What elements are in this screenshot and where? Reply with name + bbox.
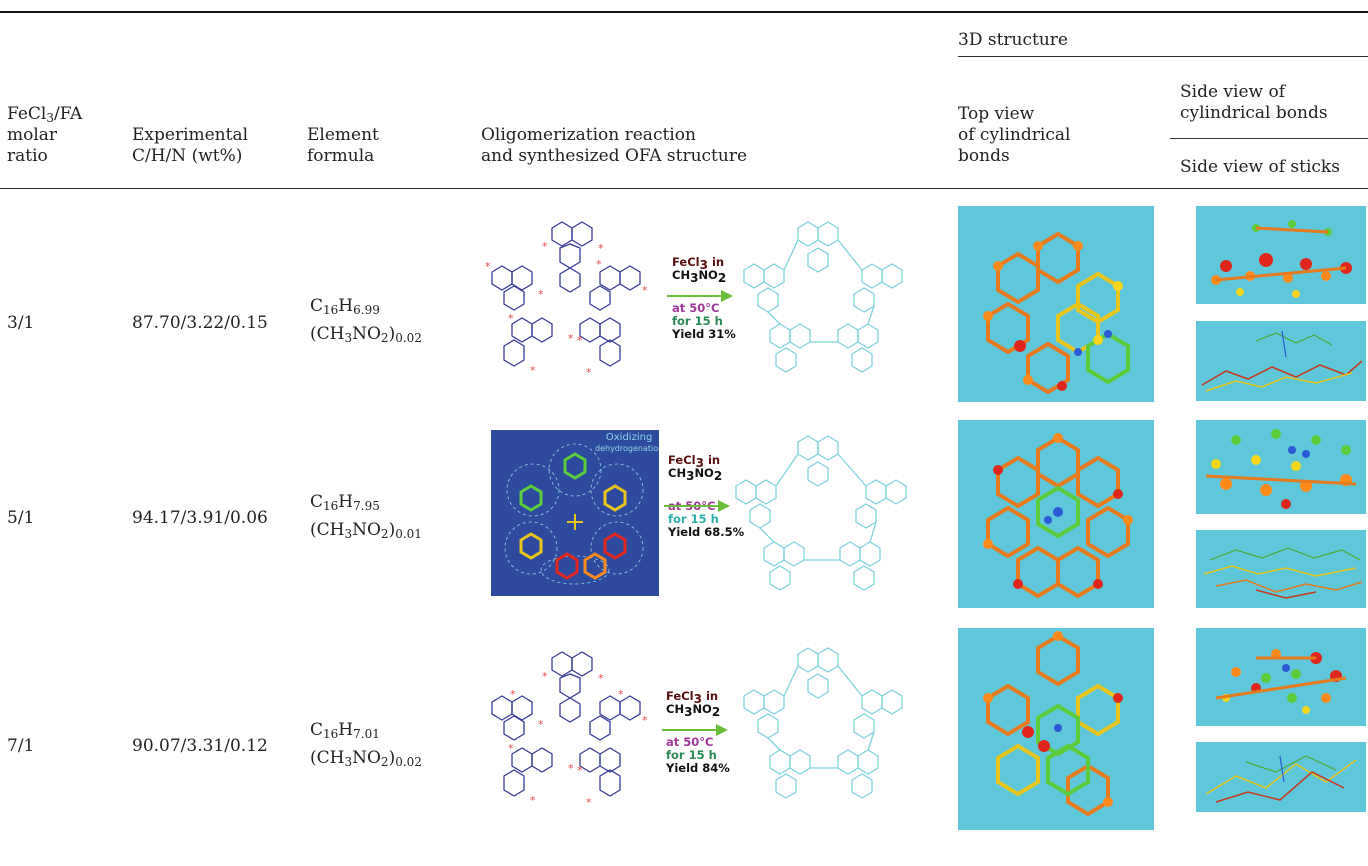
row-1-formula: C16H6.99 (CH3NO2)0.02 [310, 296, 422, 345]
header-experimental: Experimental C/H/N (wt%) [132, 125, 249, 166]
row-1-side-view-cylindrical [1196, 206, 1366, 304]
row-1-product-sketch [743, 221, 903, 373]
svg-text:*: * [542, 240, 548, 253]
svg-text:*: * [530, 794, 536, 807]
row-2-side-view-cylindrical [1196, 420, 1366, 514]
svg-text:*: * [538, 718, 544, 731]
row-1-monomer-sketch: * ** * * *** ** * [485, 221, 648, 379]
svg-text:*: * [577, 764, 583, 777]
row-2-conditions: FeCl3 in CH3NO2 at 50°C for 15 h Yield 6… [668, 453, 745, 539]
svg-text:*: * [568, 762, 574, 775]
row-3-ratio: 7/1 [7, 736, 35, 756]
row-2-inset: Oxidizing dehydrogenation [491, 430, 659, 596]
header-bottom-rule [0, 188, 1368, 189]
row-2-inset-label: Oxidizing dehydrogenation [595, 432, 659, 453]
svg-text:*: * [586, 796, 592, 809]
header-side-view-cylindrical: Side view of cylindrical bonds [1180, 82, 1328, 123]
header-side-view-sticks: Side view of sticks [1180, 157, 1340, 177]
svg-text:*: * [577, 334, 583, 347]
svg-text:*: * [485, 260, 491, 273]
svg-text:*: * [530, 364, 536, 377]
row-2-product-sketch [735, 435, 907, 591]
header-ratio: FeCl3/FA molar ratio [7, 104, 83, 166]
row-2-formula: C16H7.95 (CH3NO2)0.01 [310, 492, 422, 541]
row-1-arrow [667, 290, 733, 302]
svg-text:*: * [568, 332, 574, 345]
svg-text:*: * [598, 672, 604, 685]
svg-text:*: * [642, 284, 648, 297]
row-2-side-view-sticks [1196, 530, 1366, 608]
row-2-arrow [664, 500, 730, 512]
svg-text:*: * [586, 366, 592, 379]
header-top-view: Top view of cylindrical bonds [958, 104, 1071, 166]
row-3-product-sketch [743, 647, 903, 799]
svg-text:*: * [642, 714, 648, 727]
row-2-ratio: 5/1 [7, 508, 35, 528]
header-3d-structure: 3D structure [958, 30, 1068, 50]
svg-text:*: * [538, 288, 544, 301]
row-1-top-view-model [958, 206, 1154, 402]
row-3-top-view-model [958, 628, 1154, 830]
row-1-conditions: FeCl3 in CH3NO2 at 50°C for 15 h Yield 3… [672, 255, 736, 341]
svg-text:*: * [542, 670, 548, 683]
row-2-top-view-model [958, 420, 1154, 608]
svg-text:*: * [618, 688, 624, 701]
row-1-ratio: 3/1 [7, 313, 35, 333]
3d-group-rule [958, 56, 1368, 57]
header-reaction: Oligomerization reaction and synthesized … [481, 125, 748, 166]
svg-text:*: * [508, 742, 514, 755]
svg-text:*: * [596, 258, 602, 271]
side-view-sub-rule [1170, 138, 1368, 139]
row-3-side-view-sticks [1196, 742, 1366, 812]
row-1-side-view-sticks [1196, 321, 1366, 401]
svg-text:*: * [508, 312, 514, 325]
row-1-chn: 87.70/3.22/0.15 [132, 313, 268, 333]
row-3-arrow [662, 724, 728, 736]
row-2-chn: 94.17/3.91/0.06 [132, 508, 268, 528]
row-3-side-view-cylindrical [1196, 628, 1366, 726]
row-3-formula: C16H7.01 (CH3NO2)0.02 [310, 720, 422, 769]
table-top-rule [0, 11, 1368, 13]
row-3-monomer-sketch: * ** * * *** ** * [491, 651, 648, 809]
row-3-chn: 90.07/3.31/0.12 [132, 736, 268, 756]
svg-text:*: * [598, 242, 604, 255]
row-3-conditions: FeCl3 in CH3NO2 at 50°C for 15 h Yield 8… [666, 689, 730, 775]
header-element-formula: Element formula [307, 125, 379, 166]
svg-text:*: * [510, 688, 516, 701]
